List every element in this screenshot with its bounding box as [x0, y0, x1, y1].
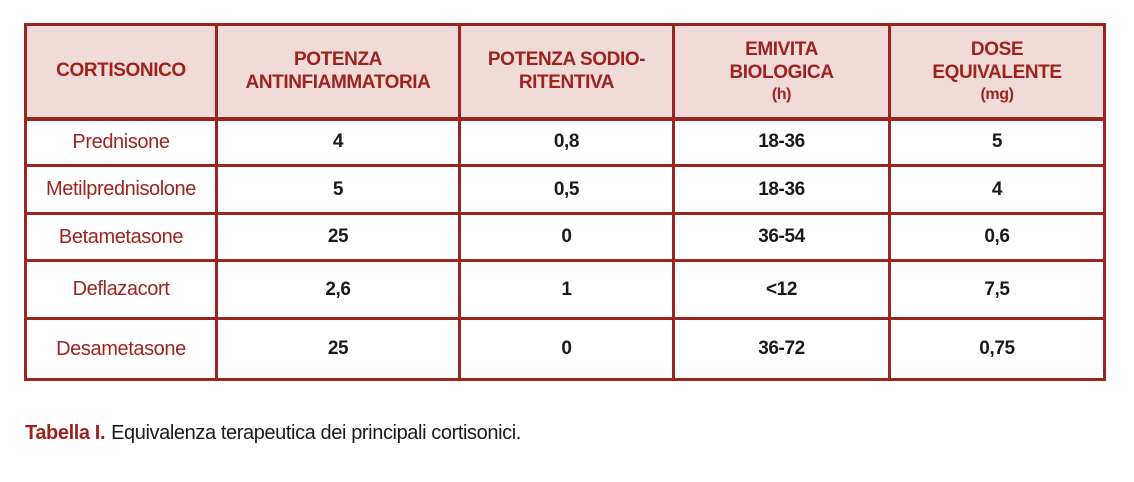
column-header-emivita-biologica: EMIVITA BIOLOGICA (h): [672, 23, 891, 121]
column-header-unit: (mg): [980, 86, 1014, 103]
drug-name-cell: Deflazacort: [24, 259, 218, 320]
column-header-label: CORTISONICO: [56, 60, 186, 82]
value-cell: 18-36: [672, 164, 891, 215]
drug-name-cell: Prednisone: [24, 117, 218, 167]
cortisonics-equivalence-table: CORTISONICO POTENZA ANTINFIAMMATORIA POT…: [24, 23, 1106, 381]
table-row-metilprednisolone: Metilprednisolone 5 0,5 18-36 4: [24, 164, 1106, 215]
value-cell: 4: [215, 117, 461, 167]
value-cell: 36-72: [672, 317, 891, 381]
column-header-potenza-sodio-ritentiva: POTENZA SODIO- RITENTIVA: [458, 23, 675, 121]
column-header-label: EMIVITA BIOLOGICA: [729, 38, 834, 84]
value-cell: <12: [672, 259, 891, 320]
value-cell: 0,75: [888, 317, 1106, 381]
value-cell: 7,5: [888, 259, 1106, 320]
value-cell: 4: [888, 164, 1106, 215]
value-cell: 25: [215, 212, 461, 262]
column-header-label: POTENZA ANTINFIAMMATORIA: [245, 48, 431, 94]
column-header-label: DOSE EQUIVALENTE: [932, 38, 1062, 84]
column-header-label: POTENZA SODIO- RITENTIVA: [487, 48, 646, 94]
table-caption-text: Equivalenza terapeutica dei principali c…: [111, 422, 521, 444]
table-caption: Tabella I. Equivalenza terapeutica dei pr…: [25, 422, 521, 445]
value-cell: 18-36: [672, 117, 891, 167]
value-cell: 5: [888, 117, 1106, 167]
column-header-unit: (h): [771, 86, 792, 103]
table-header-row: CORTISONICO POTENZA ANTINFIAMMATORIA POT…: [24, 23, 1106, 121]
table-caption-label: Tabella I.: [25, 422, 106, 444]
value-cell: 0: [458, 317, 675, 381]
value-cell: 0,5: [458, 164, 675, 215]
value-cell: 0: [458, 212, 675, 262]
drug-name-cell: Betametasone: [24, 212, 218, 262]
table-row-deflazacort: Deflazacort 2,6 1 <12 7,5: [24, 259, 1106, 320]
value-cell: 25: [215, 317, 461, 381]
value-cell: 1: [458, 259, 675, 320]
table-row-desametasone: Desametasone 25 0 36-72 0,75: [24, 317, 1106, 381]
column-header-potenza-antinfiammatoria: POTENZA ANTINFIAMMATORIA: [215, 23, 461, 121]
value-cell: 36-54: [672, 212, 891, 262]
value-cell: 0,8: [458, 117, 675, 167]
drug-name-cell: Desametasone: [24, 317, 218, 381]
value-cell: 2,6: [215, 259, 461, 320]
table-row-prednisone: Prednisone 4 0,8 18-36 5: [24, 117, 1106, 167]
column-header-cortisonico: CORTISONICO: [24, 23, 218, 121]
table-row-betametasone: Betametasone 25 0 36-54 0,6: [24, 212, 1106, 262]
value-cell: 0,6: [888, 212, 1106, 262]
column-header-dose-equivalente: DOSE EQUIVALENTE (mg): [888, 23, 1106, 121]
drug-name-cell: Metilprednisolone: [24, 164, 218, 215]
value-cell: 5: [215, 164, 461, 215]
